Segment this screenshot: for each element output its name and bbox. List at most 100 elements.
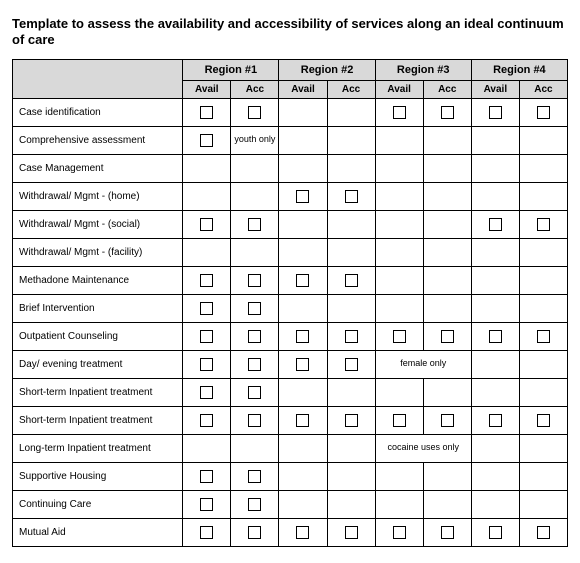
value-cell xyxy=(375,154,423,182)
value-cell xyxy=(519,238,567,266)
table-row: Long-term Inpatient treatmentcocaine use… xyxy=(13,434,568,462)
value-cell xyxy=(471,126,519,154)
value-cell xyxy=(327,378,375,406)
checkbox-icon[interactable] xyxy=(537,330,550,343)
checkbox-icon[interactable] xyxy=(200,414,213,427)
value-cell xyxy=(375,462,423,490)
checkbox-icon[interactable] xyxy=(345,526,358,539)
value-cell xyxy=(231,238,279,266)
checkbox-icon[interactable] xyxy=(489,330,502,343)
checkbox-icon[interactable] xyxy=(296,274,309,287)
checkbox-icon[interactable] xyxy=(248,470,261,483)
checkbox-icon[interactable] xyxy=(345,330,358,343)
checkbox-icon[interactable] xyxy=(248,414,261,427)
value-cell xyxy=(279,154,327,182)
value-cell xyxy=(423,518,471,546)
checkbox-icon[interactable] xyxy=(200,134,213,147)
checkbox-icon[interactable] xyxy=(296,526,309,539)
row-label: Short-term Inpatient treatment xyxy=(13,406,183,434)
checkbox-icon[interactable] xyxy=(489,218,502,231)
header-region-1: Region #1 xyxy=(183,59,279,80)
table-row: Mutual Aid xyxy=(13,518,568,546)
table-row: Case Management xyxy=(13,154,568,182)
value-cell xyxy=(183,210,231,238)
header-r2-acc: Acc xyxy=(327,80,375,98)
checkbox-icon[interactable] xyxy=(200,386,213,399)
value-cell xyxy=(423,406,471,434)
checkbox-icon[interactable] xyxy=(489,414,502,427)
row-label: Day/ evening treatment xyxy=(13,350,183,378)
checkbox-icon[interactable] xyxy=(200,274,213,287)
value-cell xyxy=(183,154,231,182)
value-cell xyxy=(375,238,423,266)
checkbox-icon[interactable] xyxy=(489,526,502,539)
value-cell xyxy=(471,350,519,378)
table-row: Methadone Maintenance xyxy=(13,266,568,294)
checkbox-icon[interactable] xyxy=(296,190,309,203)
value-cell xyxy=(471,434,519,462)
checkbox-icon[interactable] xyxy=(200,218,213,231)
checkbox-icon[interactable] xyxy=(441,330,454,343)
checkbox-icon[interactable] xyxy=(248,498,261,511)
value-cell xyxy=(183,490,231,518)
checkbox-icon[interactable] xyxy=(393,330,406,343)
checkbox-icon[interactable] xyxy=(345,190,358,203)
checkbox-icon[interactable] xyxy=(345,414,358,427)
value-cell xyxy=(183,434,231,462)
checkbox-icon[interactable] xyxy=(296,414,309,427)
checkbox-icon[interactable] xyxy=(441,526,454,539)
checkbox-icon[interactable] xyxy=(441,414,454,427)
value-cell xyxy=(423,210,471,238)
checkbox-icon[interactable] xyxy=(248,330,261,343)
checkbox-icon[interactable] xyxy=(345,358,358,371)
value-cell xyxy=(471,406,519,434)
cell-note: female only xyxy=(400,359,446,368)
checkbox-icon[interactable] xyxy=(393,414,406,427)
checkbox-icon[interactable] xyxy=(200,526,213,539)
value-cell xyxy=(279,294,327,322)
value-cell xyxy=(279,434,327,462)
checkbox-icon[interactable] xyxy=(537,218,550,231)
checkbox-icon[interactable] xyxy=(248,386,261,399)
value-cell xyxy=(471,98,519,126)
checkbox-icon[interactable] xyxy=(537,414,550,427)
checkbox-icon[interactable] xyxy=(296,330,309,343)
value-cell xyxy=(423,98,471,126)
checkbox-icon[interactable] xyxy=(393,106,406,119)
value-cell xyxy=(327,266,375,294)
value-cell xyxy=(375,406,423,434)
checkbox-icon[interactable] xyxy=(489,106,502,119)
row-label: Withdrawal/ Mgmt - (home) xyxy=(13,182,183,210)
value-cell xyxy=(519,350,567,378)
value-cell xyxy=(231,462,279,490)
checkbox-icon[interactable] xyxy=(248,526,261,539)
checkbox-icon[interactable] xyxy=(345,274,358,287)
value-cell xyxy=(375,126,423,154)
row-label: Short-term Inpatient treatment xyxy=(13,378,183,406)
checkbox-icon[interactable] xyxy=(200,358,213,371)
value-cell xyxy=(279,406,327,434)
checkbox-icon[interactable] xyxy=(200,302,213,315)
checkbox-icon[interactable] xyxy=(296,358,309,371)
value-cell xyxy=(519,182,567,210)
checkbox-icon[interactable] xyxy=(537,106,550,119)
checkbox-icon[interactable] xyxy=(393,526,406,539)
checkbox-icon[interactable] xyxy=(200,498,213,511)
value-cell xyxy=(471,266,519,294)
value-cell xyxy=(423,126,471,154)
checkbox-icon[interactable] xyxy=(248,218,261,231)
checkbox-icon[interactable] xyxy=(248,106,261,119)
checkbox-icon[interactable] xyxy=(200,330,213,343)
table-row: Continuing Care xyxy=(13,490,568,518)
checkbox-icon[interactable] xyxy=(441,106,454,119)
value-cell xyxy=(423,154,471,182)
checkbox-icon[interactable] xyxy=(537,526,550,539)
checkbox-icon[interactable] xyxy=(200,470,213,483)
row-label: Case Management xyxy=(13,154,183,182)
checkbox-icon[interactable] xyxy=(248,274,261,287)
checkbox-icon[interactable] xyxy=(248,302,261,315)
checkbox-icon[interactable] xyxy=(248,358,261,371)
value-cell xyxy=(327,294,375,322)
checkbox-icon[interactable] xyxy=(200,106,213,119)
row-label: Long-term Inpatient treatment xyxy=(13,434,183,462)
